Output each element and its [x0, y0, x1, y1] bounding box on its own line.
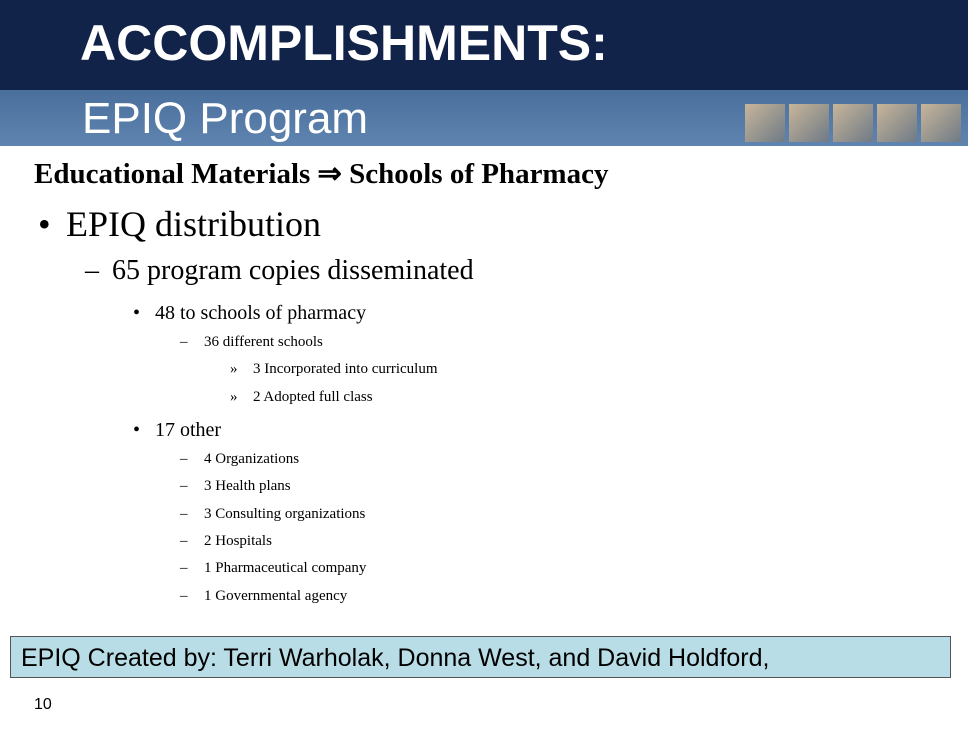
slide: ACCOMPLISHMENTS: EPIQ Program Educationa… — [0, 0, 968, 731]
bullet-text: 1 Pharmaceutical company — [204, 560, 366, 577]
bullet-marker: – — [180, 451, 188, 468]
bullet-text: 4 Organizations — [204, 451, 299, 468]
bullet-marker: » — [230, 389, 238, 406]
bullet-marker: – — [180, 478, 188, 495]
bullet-marker: – — [85, 255, 99, 287]
bullet-text: 36 different schools — [204, 334, 323, 351]
bullet-text: 3 Health plans — [204, 478, 291, 495]
bullet-marker: – — [180, 533, 188, 550]
bullet-marker: • — [133, 302, 140, 325]
bullet-text: 2 Hospitals — [204, 533, 272, 550]
bullet-text: 3 Consulting organizations — [204, 506, 365, 523]
title: ACCOMPLISHMENTS: — [80, 14, 608, 72]
bullet-marker: – — [180, 506, 188, 523]
bullet-text: EPIQ distribution — [66, 203, 321, 245]
bullet-marker: » — [230, 361, 238, 378]
heading: Educational Materials ⇒ Schools of Pharm… — [34, 156, 608, 191]
credits-box: EPIQ Created by: Terri Warholak, Donna W… — [10, 636, 951, 678]
photo-strip — [745, 104, 961, 142]
bullet-text: 17 other — [155, 419, 221, 442]
bullet-text: 65 program copies disseminated — [112, 255, 474, 287]
bullet-marker: • — [38, 203, 51, 245]
page-number: 10 — [34, 696, 52, 714]
bullet-text: 3 Incorporated into curriculum — [253, 361, 438, 378]
bullet-marker: • — [133, 419, 140, 442]
bullet-marker: – — [180, 334, 188, 351]
bullet-text: 48 to schools of pharmacy — [155, 302, 366, 325]
bullet-marker: – — [180, 588, 188, 605]
subtitle: EPIQ Program — [82, 94, 368, 144]
bullet-text: 1 Governmental agency — [204, 588, 347, 605]
bullet-text: 2 Adopted full class — [253, 389, 373, 406]
bullet-marker: – — [180, 560, 188, 577]
